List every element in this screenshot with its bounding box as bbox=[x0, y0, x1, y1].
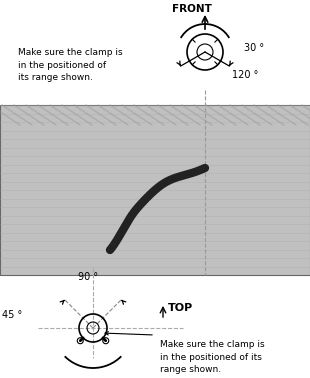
Bar bbox=[0, 105, 310, 275]
Text: 45 °: 45 ° bbox=[2, 310, 22, 320]
Text: FRONT: FRONT bbox=[172, 4, 212, 14]
Text: Make sure the clamp is
in the positioned of
its range shown.: Make sure the clamp is in the positioned… bbox=[18, 48, 123, 82]
Text: 30 °: 30 ° bbox=[244, 43, 264, 53]
Text: 90 °: 90 ° bbox=[78, 272, 98, 282]
Text: Make sure the clamp is
in the positioned of its
range shown.: Make sure the clamp is in the positioned… bbox=[160, 340, 265, 374]
Text: 120 °: 120 ° bbox=[232, 70, 258, 80]
Text: TOP: TOP bbox=[168, 303, 193, 313]
